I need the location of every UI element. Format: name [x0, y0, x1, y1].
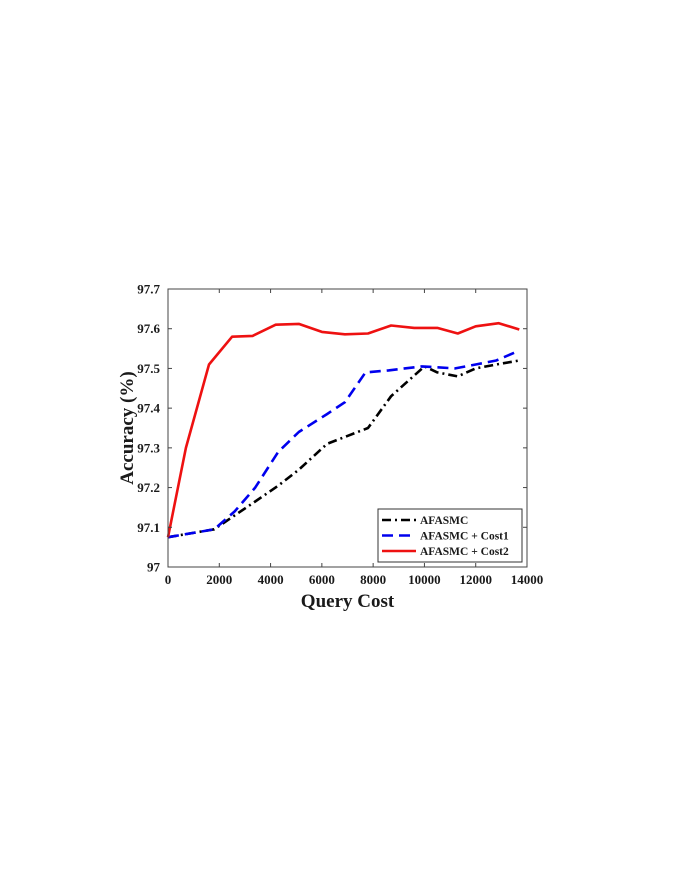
y-tick-label: 97.7	[137, 282, 160, 297]
y-tick-label: 97.3	[137, 440, 160, 455]
x-tick-label: 2000	[206, 572, 232, 587]
x-tick-label: 4000	[258, 572, 284, 587]
y-tick-label: 97.4	[137, 401, 160, 416]
axes-frame	[167, 288, 528, 568]
y-tick-label: 97.6	[137, 321, 160, 336]
x-tick-label: 12000	[459, 572, 492, 587]
x-tick-label: 10000	[408, 572, 441, 587]
legend-label-1: AFASMC	[420, 515, 468, 527]
legend-label-2: AFASMC + Cost1	[420, 531, 509, 543]
y-tick-label: 97.1	[137, 520, 160, 535]
x-tick-label: 14000	[511, 572, 544, 587]
y-tick-label: 97.2	[137, 480, 160, 495]
series-line-1	[167, 359, 520, 539]
x-tick-label: 8000	[360, 572, 386, 587]
x-axis-title: Query Cost	[301, 591, 395, 612]
x-tick-label: 0	[165, 572, 172, 587]
x-tick-label: 6000	[309, 572, 335, 587]
y-tick-label: 97	[147, 560, 161, 575]
axis-ticks: 0 2000 4000 6000 8000 10000 12000 14000 97 97.1 97…	[137, 282, 543, 588]
legend: AFASMC AFASMC + Cost1 AFASMC + Cost2	[377, 508, 523, 563]
y-tick-label: 97.5	[137, 361, 160, 376]
series-line-3	[166, 321, 520, 538]
y-axis-title: Accuracy (%)	[117, 371, 138, 484]
series-line-2	[167, 349, 520, 539]
series-lines	[166, 321, 520, 539]
legend-label-3: AFASMC + Cost2	[420, 546, 509, 558]
